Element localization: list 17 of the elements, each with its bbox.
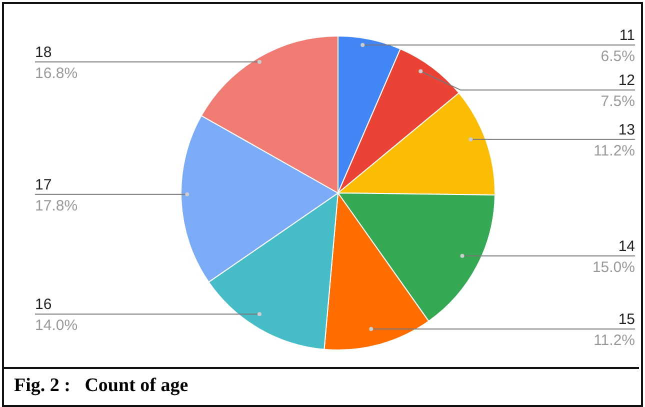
data-label: 11.2% (594, 142, 635, 160)
data-label: 14.0% (35, 317, 78, 334)
data-label: 6.5% (600, 48, 635, 66)
data-label: 15.0% (592, 258, 635, 276)
slice-label: 13 (618, 121, 635, 138)
slice-label: 18 (35, 44, 52, 61)
slice-label: 16 (35, 296, 52, 314)
slice-label: 11 (619, 27, 635, 44)
data-label: 7.5% (600, 93, 635, 110)
slice-label: 17 (35, 176, 52, 194)
slice-label: 12 (618, 72, 635, 90)
data-label: 17.8% (35, 197, 78, 214)
data-label: 11.2% (594, 332, 635, 349)
slice-label: 14 (618, 238, 635, 255)
slice-label: 15 (618, 310, 635, 328)
data-label: 16.8% (35, 64, 78, 82)
text: Fig. 2 : Count of age (2, 367, 639, 401)
